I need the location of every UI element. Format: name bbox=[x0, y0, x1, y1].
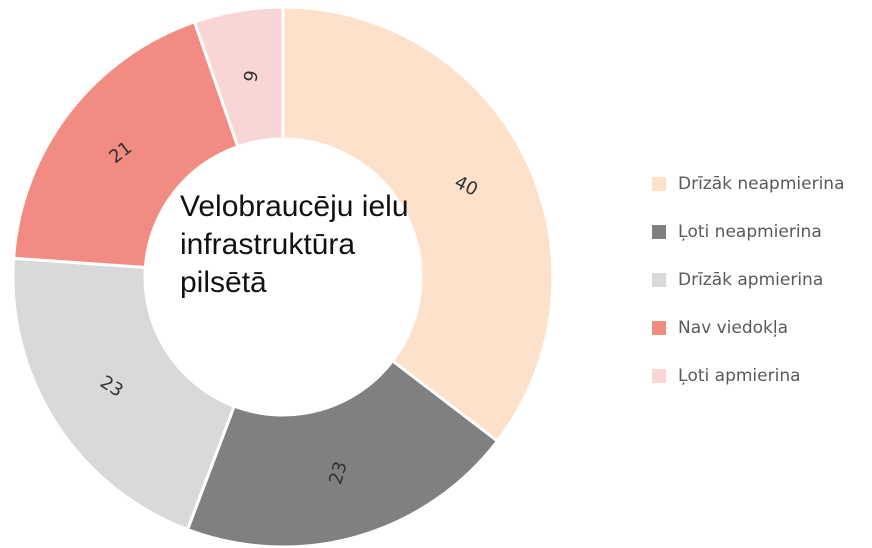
legend-label: Nav viedokļa bbox=[678, 318, 788, 338]
legend-label: Ļoti neapmierina bbox=[678, 222, 822, 242]
legend-label: Ļoti apmierina bbox=[678, 366, 801, 386]
slice bbox=[11, 256, 237, 532]
legend-swatch bbox=[652, 177, 666, 191]
legend-swatch bbox=[652, 273, 666, 287]
slice bbox=[281, 5, 555, 444]
data-label: 6 bbox=[238, 69, 261, 84]
slice bbox=[12, 19, 240, 270]
legend-swatch bbox=[652, 225, 666, 239]
legend-swatch bbox=[652, 369, 666, 383]
legend-label: Drīzāk neapmierina bbox=[678, 174, 844, 194]
slice bbox=[185, 358, 500, 548]
slice bbox=[192, 5, 285, 149]
chart-title: Velobraucēju ielu infrastruktūra pilsētā bbox=[180, 190, 409, 299]
legend-swatch bbox=[652, 321, 666, 335]
legend-label: Drīzāk apmierina bbox=[678, 270, 823, 290]
